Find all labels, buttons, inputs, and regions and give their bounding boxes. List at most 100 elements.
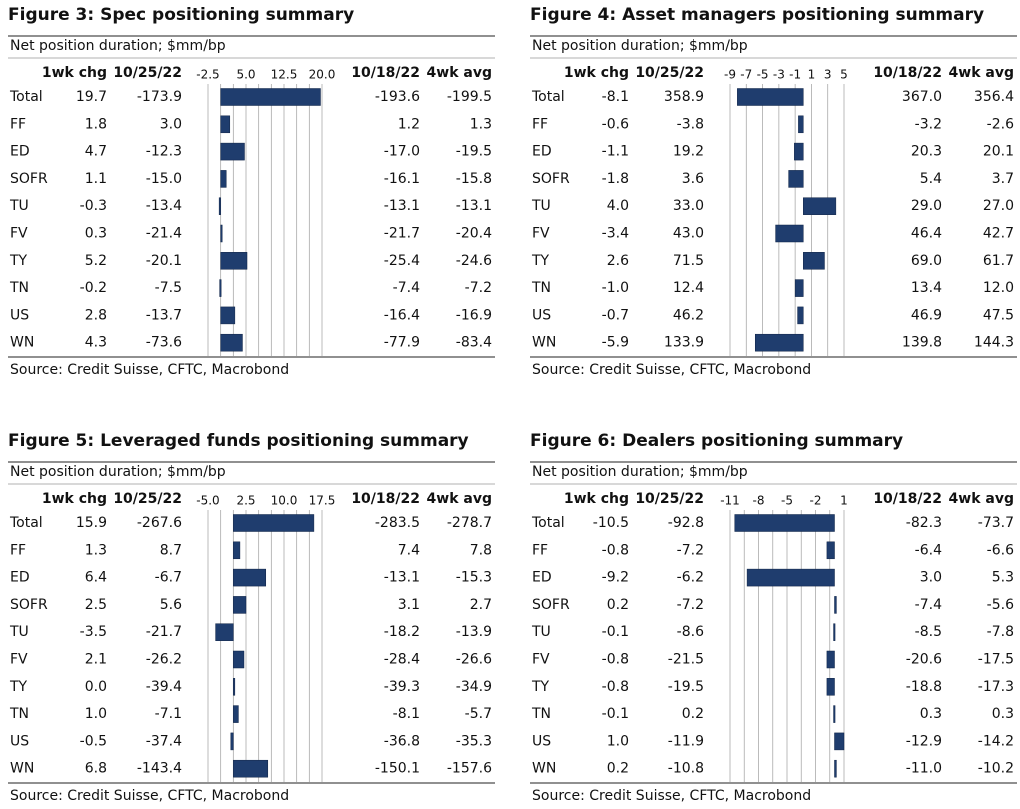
- bar: [797, 306, 804, 325]
- cell: 1.0: [607, 733, 629, 749]
- cell: -0.5: [80, 733, 107, 749]
- cell: -157.6: [447, 761, 492, 777]
- cell: 7.8: [470, 542, 492, 558]
- bar: [754, 333, 804, 352]
- cell: -3.4: [602, 226, 629, 242]
- cell: 144.3: [974, 335, 1014, 351]
- cell: 133.9: [664, 335, 704, 351]
- cell: -8.1: [602, 89, 629, 105]
- bar: [220, 142, 245, 161]
- cell: -7.2: [677, 597, 704, 613]
- cell: -7.4: [915, 597, 942, 613]
- bar: [833, 705, 836, 723]
- row-label: FV: [532, 226, 550, 242]
- column-header: 4wk avg: [427, 65, 492, 81]
- tick-label: -8: [753, 494, 765, 508]
- cell: -82.3: [906, 515, 942, 531]
- cell: -1.1: [602, 144, 629, 160]
- bar: [798, 115, 804, 134]
- bar: [233, 568, 267, 587]
- cell: 3.0: [920, 570, 942, 586]
- cell: -17.0: [384, 144, 420, 160]
- row-label: Total: [9, 89, 43, 105]
- figure: Figure 4: Asset managers positioning sum…: [530, 5, 1017, 378]
- cell: -16.1: [384, 171, 420, 187]
- cell: -19.5: [668, 679, 704, 695]
- cell: 3.6: [682, 171, 704, 187]
- cell: -25.4: [384, 253, 420, 269]
- row-label: ED: [10, 570, 30, 586]
- bar: [220, 252, 248, 270]
- row-label: US: [532, 733, 551, 749]
- bar: [826, 650, 835, 669]
- bar: [834, 596, 837, 614]
- cell: 1.2: [398, 116, 420, 132]
- row-label: TN: [531, 706, 551, 722]
- bar: [220, 88, 321, 106]
- cell: -11.0: [906, 761, 942, 777]
- bar: [215, 623, 234, 641]
- cell: 69.0: [911, 253, 942, 269]
- cell: -24.6: [456, 253, 492, 269]
- cell: 20.1: [983, 144, 1014, 160]
- row-label: SOFR: [532, 171, 570, 187]
- cell: -39.4: [146, 679, 182, 695]
- cell: 4.7: [85, 144, 107, 160]
- bar: [826, 678, 835, 696]
- cell: -13.4: [146, 198, 182, 214]
- cell: -26.6: [456, 652, 492, 668]
- cell: -3.8: [677, 116, 704, 132]
- cell: -21.4: [146, 226, 182, 242]
- tick-label: -2.5: [196, 68, 219, 82]
- row-label: WN: [10, 761, 34, 777]
- tick-label: 5.0: [236, 68, 255, 82]
- figure: Figure 6: Dealers positioning summary Net…: [530, 431, 1017, 804]
- cell: -5.9: [602, 335, 629, 351]
- tick-label: -11: [720, 494, 740, 508]
- figure-title: Figure 3: Spec positioning summary: [8, 5, 354, 25]
- column-header: 10/18/22: [873, 65, 942, 81]
- cell: -7.8: [987, 624, 1014, 640]
- bar: [734, 514, 835, 532]
- cell: 33.0: [673, 198, 704, 214]
- cell: -73.7: [978, 515, 1014, 531]
- cell: -17.3: [978, 679, 1014, 695]
- cell: 358.9: [664, 89, 704, 105]
- cell: -14.2: [978, 733, 1014, 749]
- cell: -92.8: [668, 515, 704, 531]
- bar: [230, 732, 234, 751]
- column-header: 4wk avg: [949, 491, 1014, 507]
- cell: -16.9: [456, 307, 492, 323]
- row-label: US: [532, 307, 551, 323]
- cell: -0.7: [602, 307, 629, 323]
- column-header: 10/25/22: [113, 491, 182, 507]
- column-header: 1wk chg: [42, 65, 107, 81]
- bar: [233, 596, 247, 614]
- cell: 12.4: [673, 280, 704, 296]
- cell: 1.8: [85, 116, 107, 132]
- cell: -13.9: [456, 624, 492, 640]
- cell: -28.4: [384, 652, 420, 668]
- column-header: 10/25/22: [635, 65, 704, 81]
- cell: -150.1: [375, 761, 420, 777]
- bar: [220, 115, 231, 134]
- bar: [233, 514, 315, 532]
- bar: [833, 623, 836, 641]
- cell: 19.7: [76, 89, 107, 105]
- figure-title: Figure 5: Leveraged funds positioning su…: [8, 431, 469, 451]
- figure: Figure 5: Leveraged funds positioning su…: [8, 431, 495, 804]
- bar: [746, 568, 835, 587]
- cell: -77.9: [384, 335, 420, 351]
- cell: 1.0: [85, 706, 107, 722]
- cell: -13.7: [146, 307, 182, 323]
- cell: -6.6: [987, 542, 1014, 558]
- cell: -16.4: [384, 307, 420, 323]
- bar: [803, 252, 825, 270]
- cell: 367.0: [902, 89, 942, 105]
- bar: [737, 88, 804, 106]
- row-label: TY: [531, 253, 550, 269]
- cell: 2.5: [85, 597, 107, 613]
- tick-label: 2.5: [236, 494, 255, 508]
- source: Source: Credit Suisse, CFTC, Macrobond: [532, 362, 811, 378]
- cell: -6.2: [677, 570, 704, 586]
